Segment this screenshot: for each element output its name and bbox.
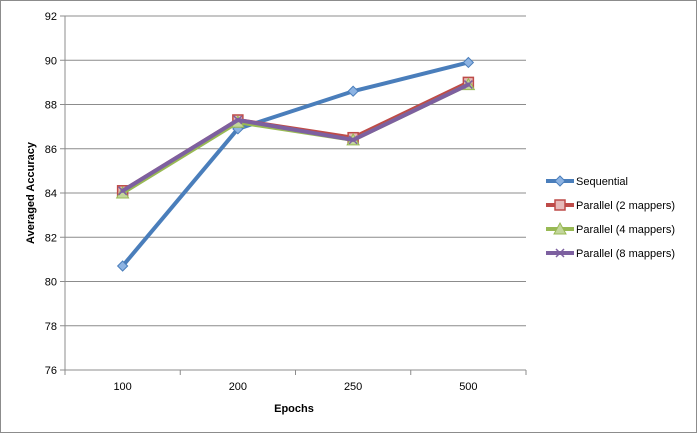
x-tick-label-500: 500 xyxy=(459,381,477,393)
tick-labels: 76 78 80 82 84 86 88 90 92 100 200 250 500 xyxy=(45,11,478,393)
legend-entry-3: Parallel (8 mappers) xyxy=(546,248,675,260)
y-tick-label-78: 78 xyxy=(45,321,57,333)
data-point-s0-0 xyxy=(116,260,129,272)
legend-label: Parallel (8 mappers) xyxy=(576,248,675,260)
data-point-s0-2 xyxy=(347,85,359,97)
legend-swatch-marker xyxy=(554,199,566,211)
y-tick-label-82: 82 xyxy=(45,232,57,244)
y-axis-title: Averaged Accuracy xyxy=(25,141,37,244)
y-tick-label-86: 86 xyxy=(45,144,57,156)
y-tick-label-84: 84 xyxy=(45,188,57,200)
y-tick-label-90: 90 xyxy=(45,55,57,67)
series-line-0 xyxy=(120,60,471,269)
gridlines xyxy=(65,15,526,327)
series-line-2 xyxy=(120,82,471,195)
x-tick-label-250: 250 xyxy=(344,381,362,393)
data-point-s0-3 xyxy=(462,56,475,69)
legend-entry-0: Sequential xyxy=(546,175,628,188)
legend-swatch-marker xyxy=(553,221,567,235)
x-tick-label-200: 200 xyxy=(229,381,247,393)
legend-entry-1: Parallel (2 mappers) xyxy=(546,199,675,212)
legend-swatch-marker xyxy=(554,175,566,187)
x-tick-label-100: 100 xyxy=(113,381,131,393)
data-point-s3-1 xyxy=(233,115,243,125)
legend-swatch-marker xyxy=(555,248,565,258)
series-line-1 xyxy=(120,80,471,193)
x-axis-title: Epochs xyxy=(274,403,314,415)
data-point-s3-2 xyxy=(348,135,358,145)
y-tick-label-88: 88 xyxy=(45,100,57,112)
legend-entry-2: Parallel (4 mappers) xyxy=(546,221,675,236)
data-point-s3-0 xyxy=(118,186,128,196)
axes xyxy=(60,15,527,375)
legend-label: Parallel (2 mappers) xyxy=(576,200,675,212)
series-line-3 xyxy=(120,82,471,193)
y-tick-label-92: 92 xyxy=(45,11,57,23)
series-lines xyxy=(115,56,476,272)
data-point-s3-3 xyxy=(463,80,473,90)
y-tick-label-80: 80 xyxy=(45,277,57,289)
legend: Sequential Parallel (2 mappers) Parallel (… xyxy=(546,175,675,260)
legend-label: Parallel (4 mappers) xyxy=(576,224,675,236)
legend-label: Sequential xyxy=(576,176,628,188)
y-tick-label-76: 76 xyxy=(45,365,57,377)
